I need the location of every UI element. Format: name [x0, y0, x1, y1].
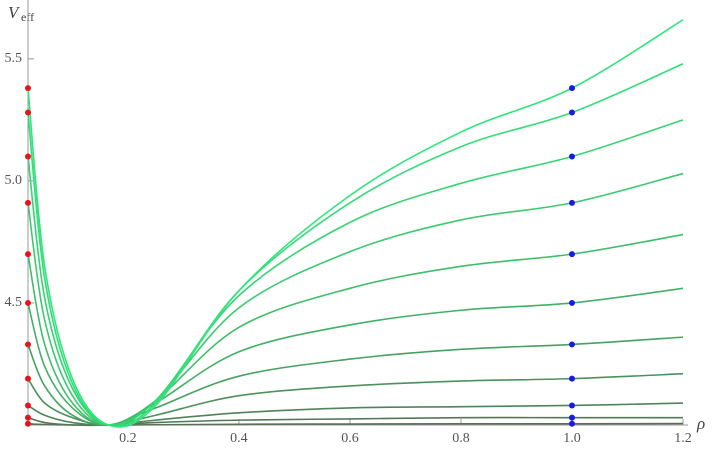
point-marker	[568, 85, 575, 92]
curve	[27, 336, 684, 426]
point-marker	[25, 109, 31, 116]
point-marker	[568, 402, 575, 409]
point-marker	[25, 251, 31, 258]
x-axis-label: ρ	[696, 414, 705, 433]
point-marker	[568, 375, 575, 382]
curve	[27, 402, 684, 426]
point-marker	[568, 341, 575, 348]
y-tick-label: 5.0	[5, 173, 23, 188]
point-marker	[25, 402, 31, 409]
x-tick-label: 0.4	[230, 431, 248, 446]
point-marker	[25, 85, 31, 92]
point-marker	[25, 420, 31, 427]
x-tick-label: 0.6	[341, 431, 359, 446]
point-marker	[568, 153, 575, 160]
point-marker	[25, 414, 31, 421]
point-marker	[25, 375, 31, 382]
curve	[27, 62, 684, 427]
x-tick-label: 1.2	[674, 431, 692, 446]
y-axis-label: V	[8, 3, 21, 22]
curve	[27, 372, 684, 426]
point-marker	[25, 199, 31, 206]
y-tick-label: 5.5	[5, 51, 23, 66]
point-marker	[25, 299, 31, 306]
x-tick-label: 0.2	[119, 431, 137, 446]
curve	[27, 19, 684, 428]
point-marker	[25, 153, 31, 160]
point-marker	[568, 251, 575, 258]
curve	[27, 119, 684, 427]
curve	[27, 172, 684, 426]
curve	[27, 416, 683, 427]
x-tick-label: 0.8	[452, 431, 470, 446]
curve	[27, 233, 684, 426]
point-marker	[568, 199, 575, 206]
point-marker	[568, 299, 575, 306]
point-marker	[25, 341, 31, 348]
point-marker	[568, 420, 575, 427]
y-tick-label: 4.5	[5, 295, 23, 310]
point-marker	[568, 109, 575, 116]
x-tick-label: 1.0	[563, 431, 581, 446]
point-marker	[568, 414, 575, 421]
curve	[27, 287, 684, 426]
